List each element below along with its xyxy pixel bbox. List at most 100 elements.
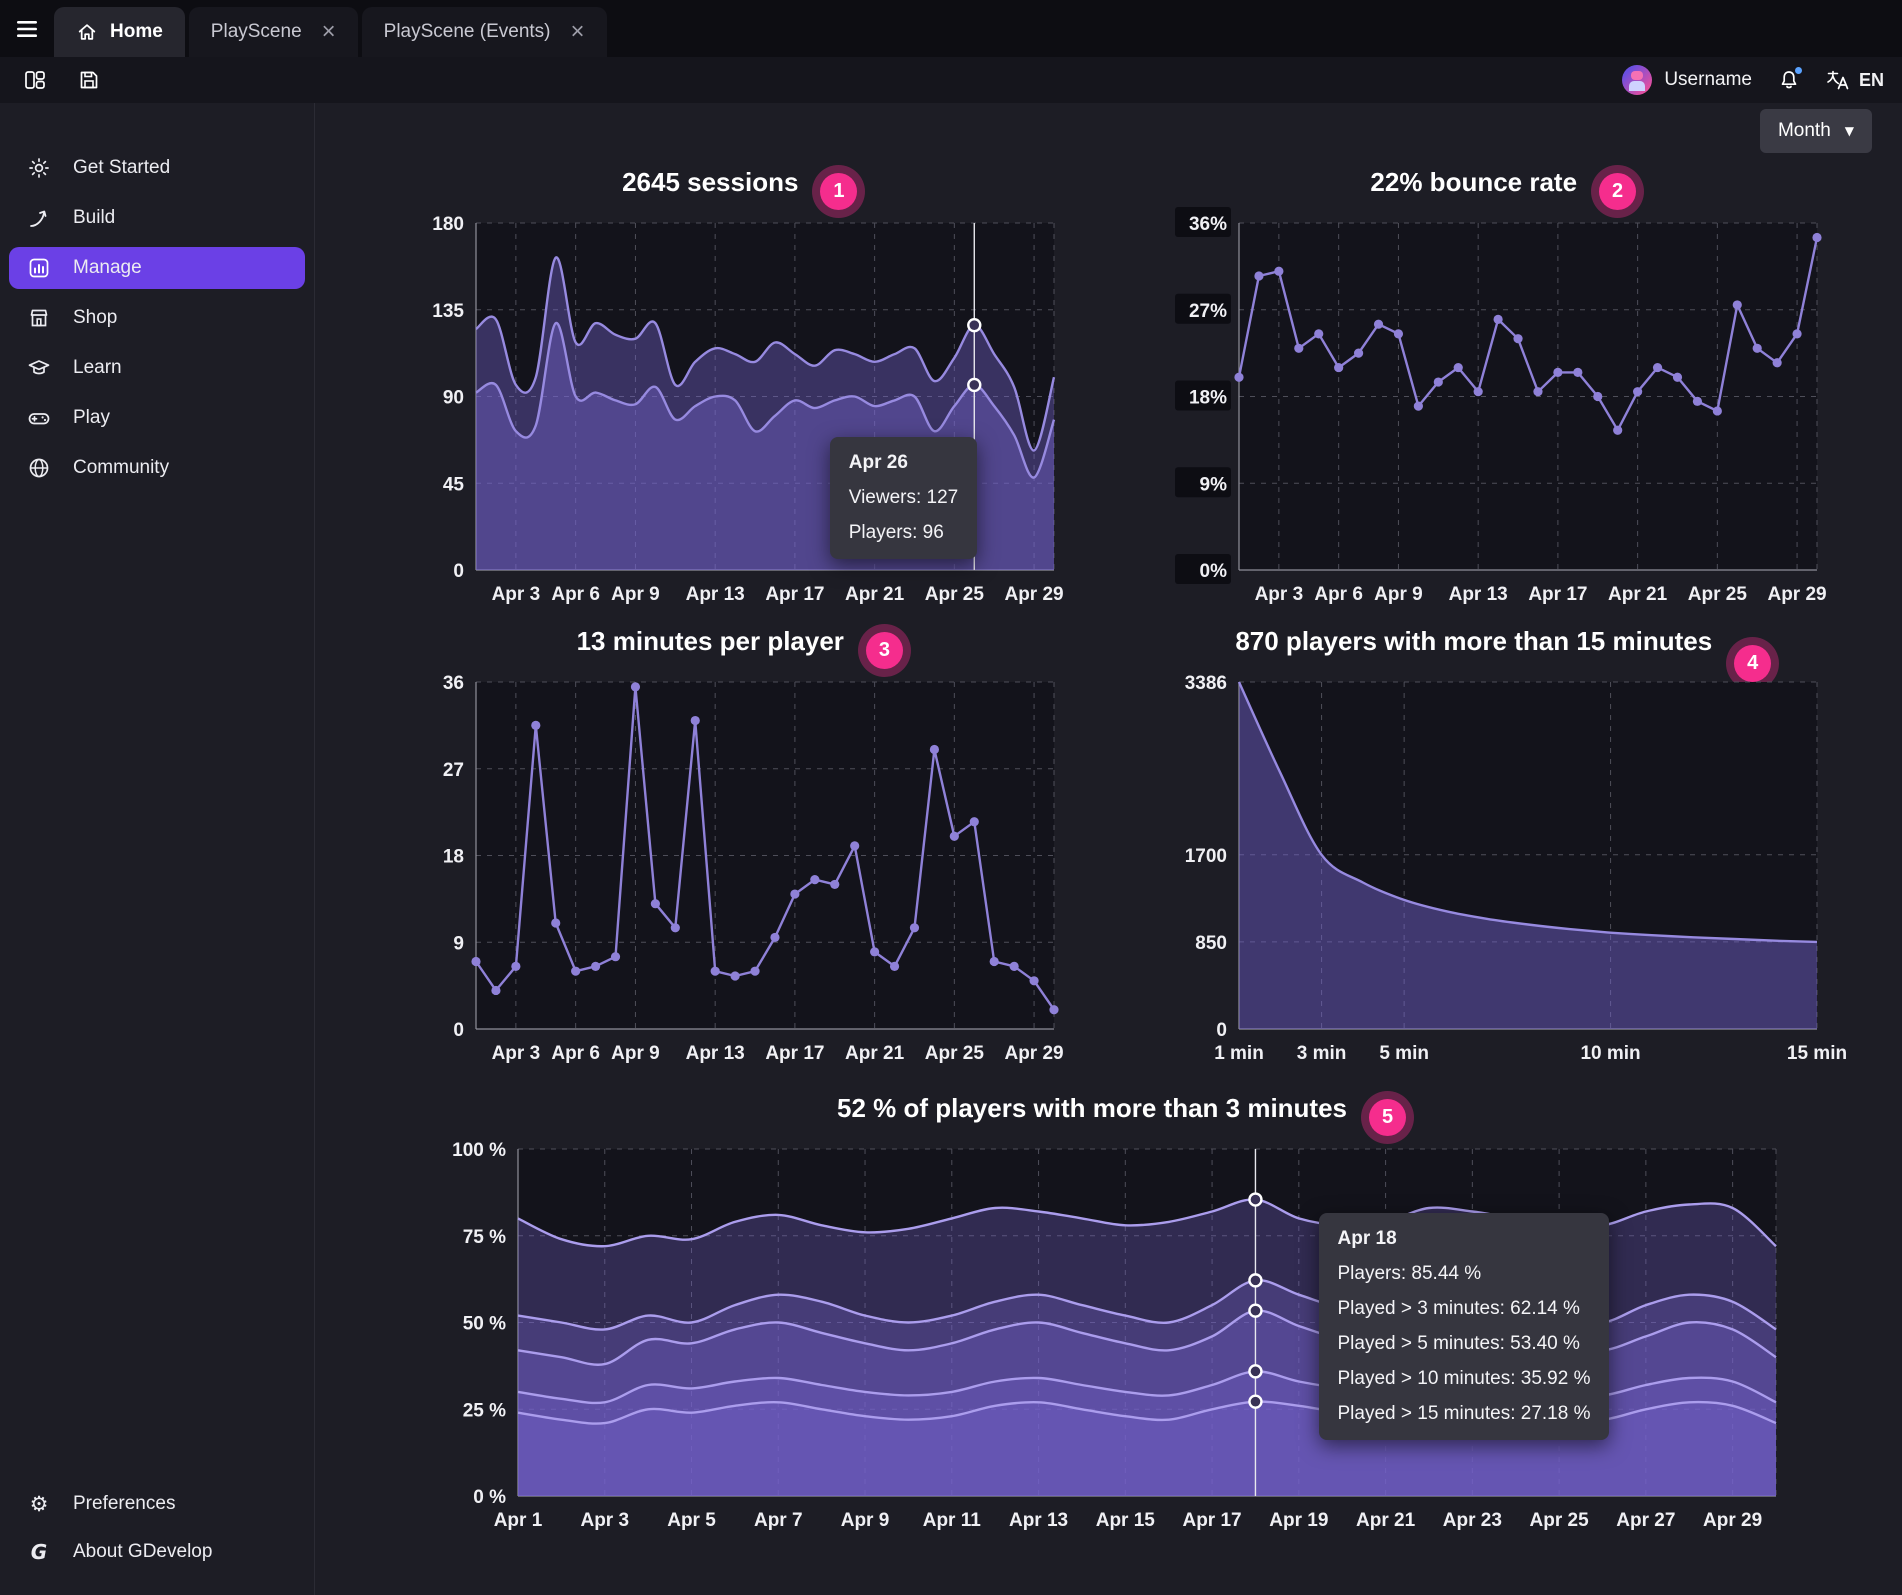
tab-label: PlayScene — [210, 21, 302, 42]
svg-text:Apr 21: Apr 21 — [1608, 584, 1668, 605]
svg-text:Apr 29: Apr 29 — [1703, 1510, 1762, 1531]
minutes-per-player-chart-card: 13 minutes per player 3 0 9 18 27 36 Apr 3 Apr… — [371, 614, 1109, 1073]
tooltip-title: Apr 18 — [1337, 1228, 1397, 1249]
sidebar-item-play[interactable]: Play — [9, 397, 305, 439]
tooltip-line: Viewers: 127 — [848, 487, 959, 508]
svg-text:Apr 23: Apr 23 — [1442, 1510, 1501, 1531]
save-button[interactable] — [72, 63, 106, 97]
tab-playscene-events[interactable]: PlayScene (Events) × — [361, 7, 607, 57]
svg-text:Apr 7: Apr 7 — [753, 1510, 802, 1531]
layout-icon — [25, 71, 45, 89]
svg-text:Apr 17: Apr 17 — [765, 1043, 824, 1064]
svg-text:Apr 11: Apr 11 — [922, 1510, 981, 1531]
svg-text:0 %: 0 % — [473, 1487, 506, 1508]
svg-text:9: 9 — [453, 933, 464, 954]
sidebar-item-shop[interactable]: Shop — [9, 297, 305, 339]
period-select[interactable]: Month ▼ — [1759, 109, 1872, 153]
sidebar-item-label: Get Started — [73, 157, 171, 178]
players-duration-chart[interactable]: 0 % 25 % 50 % 75 % 100 % Apr 1 Apr 3 Apr 5 Apr 7… — [452, 1135, 1792, 1540]
gamepad-icon — [25, 406, 53, 430]
layout-panels-button[interactable] — [18, 63, 52, 97]
svg-text:Apr 21: Apr 21 — [845, 1043, 905, 1064]
svg-text:Apr 29: Apr 29 — [1768, 584, 1827, 605]
svg-text:27%: 27% — [1189, 301, 1227, 322]
tooltip-line: Players: 85.44 % — [1337, 1263, 1482, 1284]
language-selector[interactable]: EN — [1826, 69, 1884, 91]
sidebar-item-about[interactable]: G About GDevelop — [9, 1531, 305, 1573]
sidebar-item-get-started[interactable]: Get Started — [9, 147, 305, 189]
svg-text:Apr 25: Apr 25 — [1688, 584, 1748, 605]
sidebar: Get Started Build — [0, 103, 315, 1595]
retention-chart-card: 870 players with more than 15 minutes 4 … — [1135, 614, 1873, 1073]
chart-title: 22% bounce rate 2 — [1370, 155, 1637, 210]
sidebar-item-build[interactable]: Build — [9, 197, 305, 239]
chart-title: 2645 sessions 1 — [622, 155, 858, 210]
tab-bar: Home PlayScene × PlayScene (Events) × — [0, 0, 1902, 57]
svg-text:Apr 25: Apr 25 — [925, 1043, 985, 1064]
tooltip-line: Played > 5 minutes: 53.40 % — [1337, 1333, 1580, 1354]
gear-icon: ⚙ — [29, 1491, 49, 1516]
chart-title-text: 2645 sessions — [622, 166, 799, 197]
sidebar-item-manage[interactable]: Manage — [9, 247, 305, 289]
svg-text:135: 135 — [432, 301, 464, 322]
period-label: Month — [1777, 120, 1831, 141]
svg-text:75 %: 75 % — [462, 1227, 505, 1248]
globe-icon — [25, 456, 53, 480]
svg-text:Apr 19: Apr 19 — [1269, 1510, 1328, 1531]
user-menu[interactable]: Username — [1622, 65, 1752, 95]
svg-text:Apr 25: Apr 25 — [925, 584, 985, 605]
chart-title: 13 minutes per player 3 — [576, 614, 903, 669]
svg-text:0: 0 — [1217, 1020, 1228, 1041]
chart-title: 52 % of players with more than 3 minutes… — [837, 1081, 1407, 1136]
svg-text:Apr 6: Apr 6 — [551, 1043, 600, 1064]
tab-label: PlayScene (Events) — [383, 21, 551, 42]
sidebar-item-label: About GDevelop — [73, 1541, 213, 1562]
sidebar-item-label: Shop — [73, 307, 118, 328]
svg-text:Apr 6: Apr 6 — [551, 584, 600, 605]
svg-text:1 min: 1 min — [1214, 1043, 1264, 1064]
retention-chart[interactable]: 0 850 1700 3386 1 min 3 min 5 min 10 min 15 min — [1173, 668, 1847, 1073]
svg-text:Apr 17: Apr 17 — [765, 584, 824, 605]
svg-text:36: 36 — [443, 673, 464, 694]
step-badge-4: 4 — [1734, 644, 1772, 682]
svg-text:3 min: 3 min — [1297, 1043, 1347, 1064]
menu-button[interactable] — [0, 0, 54, 57]
close-icon[interactable]: × — [321, 18, 336, 45]
bounce-rate-chart[interactable]: 0% 9% 18% 27% 36% Apr 3 Apr 6 Apr 9 Apr 13 Apr 17… — [1173, 207, 1833, 614]
chart-title-text: 13 minutes per player — [576, 625, 844, 656]
graduation-cap-icon — [25, 356, 53, 380]
notifications-button[interactable] — [1772, 63, 1806, 97]
svg-text:Apr 29: Apr 29 — [1004, 584, 1063, 605]
svg-text:Apr 3: Apr 3 — [580, 1510, 629, 1531]
sidebar-item-label: Learn — [73, 357, 122, 378]
tooltip-line: Played > 10 minutes: 35.92 % — [1337, 1368, 1591, 1389]
chart-title-text: 22% bounce rate — [1370, 166, 1578, 197]
svg-text:Apr 29: Apr 29 — [1004, 1043, 1063, 1064]
svg-text:Apr 5: Apr 5 — [667, 1510, 716, 1531]
svg-text:Apr 17: Apr 17 — [1182, 1510, 1241, 1531]
svg-text:15 min: 15 min — [1787, 1043, 1847, 1064]
sidebar-item-learn[interactable]: Learn — [9, 347, 305, 389]
step-badge-3: 3 — [865, 631, 903, 669]
svg-text:Apr 6: Apr 6 — [1315, 584, 1364, 605]
tab-playscene[interactable]: PlayScene × — [188, 7, 358, 57]
svg-text:Apr 1: Apr 1 — [493, 1510, 542, 1531]
sessions-chart-card: 2645 sessions 1 0 45 90 135 180 Apr 3 Apr 6 Apr… — [371, 155, 1109, 614]
step-badge-1: 1 — [820, 172, 858, 210]
tooltip-title: Apr 26 — [848, 452, 908, 473]
svg-text:Apr 13: Apr 13 — [685, 584, 744, 605]
svg-text:3386: 3386 — [1185, 673, 1227, 694]
svg-text:Apr 15: Apr 15 — [1095, 1510, 1155, 1531]
sidebar-item-preferences[interactable]: ⚙ Preferences — [9, 1483, 305, 1525]
sidebar-item-community[interactable]: Community — [9, 447, 305, 489]
svg-text:Apr 3: Apr 3 — [1255, 584, 1304, 605]
save-icon — [80, 71, 98, 89]
sidebar-item-label: Play — [73, 407, 110, 428]
minutes-per-player-chart[interactable]: 0 9 18 27 36 Apr 3 Apr 6 Apr 9 Apr 13 Apr 17 Apr 2… — [410, 668, 1070, 1073]
sun-icon — [25, 156, 53, 180]
sidebar-item-label: Community — [73, 457, 170, 478]
svg-text:Apr 3: Apr 3 — [491, 1043, 540, 1064]
svg-text:36%: 36% — [1189, 214, 1227, 235]
close-icon[interactable]: × — [570, 18, 585, 45]
tab-home[interactable]: Home — [54, 7, 185, 57]
